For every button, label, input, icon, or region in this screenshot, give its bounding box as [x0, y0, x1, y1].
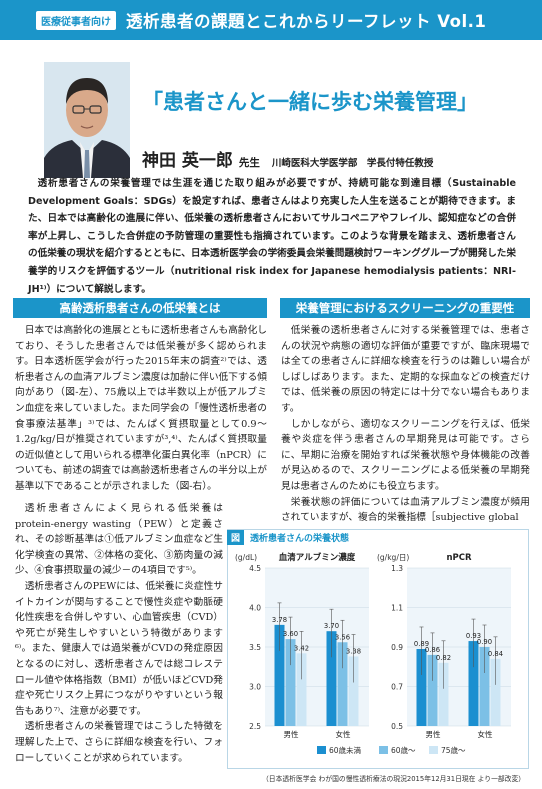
- bar: [326, 631, 337, 726]
- left-paragraph-2: 透析患者さんによく見られる低栄養はprotein-energy wasting（…: [15, 503, 223, 577]
- right-column: 低栄養の透析患者さんに対する栄養管理では、患者さんの状況や病態の適切な評価が重要…: [281, 323, 530, 526]
- bar: [416, 648, 427, 726]
- y-tick-label: 4.5: [249, 564, 261, 573]
- x-tick-label: 男性: [426, 729, 441, 739]
- y-tick-label: 0.5: [391, 722, 403, 731]
- data-label: 0.93: [466, 632, 481, 640]
- legend-swatch: [317, 746, 326, 754]
- headline: 「患者さんと一緒に歩む栄養管理」: [142, 90, 478, 114]
- bar: [438, 662, 449, 726]
- right-paragraph-2: しかしながら、適切なスクリーニングを行えば、低栄養や炎症を伴う患者さんの早期発見…: [281, 418, 530, 492]
- data-label: 3.70: [324, 622, 339, 630]
- audience-tag: 医療従事者向け: [36, 10, 116, 30]
- author-affiliation: 川崎医科大学医学部 学長付特任教授: [271, 158, 434, 169]
- x-tick-label: 女性: [478, 729, 493, 739]
- bar: [296, 653, 307, 726]
- bar: [468, 641, 479, 726]
- x-tick-label: 男性: [284, 729, 299, 739]
- bar: [427, 654, 438, 726]
- y-tick-label: 2.5: [249, 722, 261, 731]
- left-column-bottom: 透析患者さんによく見られる低栄養はprotein-energy wasting（…: [15, 501, 223, 766]
- left-paragraph-1: 日本では高齢化の進展とともに透析患者さんも高齢化しており、そうした患者さんでは低…: [15, 325, 267, 492]
- data-label: 3.60: [283, 630, 298, 638]
- bar: [490, 658, 501, 726]
- y-axis-label: (g/dL): [235, 553, 257, 562]
- data-label: 3.56: [335, 633, 350, 641]
- right-paragraph-1: 低栄養の透析患者さんに対する栄養管理では、患者さんの状況や病態の適切な評価が重要…: [281, 325, 530, 414]
- legend-label: 75歳〜: [441, 745, 466, 755]
- figure-tag: 図: [227, 529, 245, 545]
- data-label: 0.82: [436, 654, 451, 662]
- figure-title: 透析患者さんの栄養状態: [250, 533, 350, 544]
- right-paragraph-3: 栄養状態の評価については血清アルブミン濃度が頻用されていますが、複合的栄養指標［…: [281, 496, 530, 524]
- legend-label: 60歳未満: [329, 745, 362, 755]
- bar: [285, 639, 296, 726]
- chart-title: nPCR: [446, 553, 472, 563]
- left-column-top: 日本では高齢化の進展とともに透析患者さんも高齢化しており、そうした患者さんでは低…: [15, 323, 267, 495]
- data-label: 0.90: [477, 638, 492, 646]
- bar: [274, 624, 285, 726]
- leaflet-title: 透析患者の課題とこれからリーフレット Vol.1: [126, 12, 487, 31]
- data-label: 0.86: [425, 646, 440, 654]
- intro-text: 透析患者さんの栄養管理では生涯を通じた取り組みが必要ですが、持続可能な到達目標（…: [28, 178, 516, 295]
- data-label: 3.38: [346, 647, 361, 655]
- y-tick-label: 3.0: [249, 683, 261, 692]
- figure-source: （日本透析医学会 わが国の慢性透析療法の現況2015年12月31日現在 より一部…: [262, 775, 526, 783]
- author-honorific: 先生: [238, 157, 260, 169]
- nutrition-charts: 2.5 3.0 3.5 4.0 4.5 (g/dL) 血清アルブミン濃度 3.78 3.60 3.…: [235, 552, 511, 755]
- y-tick-label: 1.1: [391, 604, 403, 613]
- y-tick-label: 3.5: [249, 643, 261, 652]
- bar: [348, 656, 359, 726]
- legend-swatch: [379, 746, 388, 754]
- section-heading-right: 栄養管理におけるスクリーニングの重要性: [280, 298, 530, 318]
- chart-title: 血清アルブミン濃度: [279, 552, 356, 563]
- header-bar: 医療従事者向け 透析患者の課題とこれからリーフレット Vol.1: [0, 0, 542, 40]
- legend-label: 60歳〜: [391, 745, 416, 755]
- data-label: 3.42: [294, 644, 309, 652]
- left-paragraph-4: 透析患者さんの栄養管理ではこうした特徴を理解した上で、さらに詳細な検査を行い、フ…: [15, 721, 223, 764]
- y-tick-label: 1.3: [391, 564, 403, 573]
- section-heading-left: 高齢透析患者さんの低栄養とは: [13, 298, 267, 318]
- byline: 神田 英一郎 先生 川崎医科大学医学部 学長付特任教授: [142, 146, 433, 171]
- y-tick-label: 0.9: [391, 643, 403, 652]
- y-tick-label: 4.0: [249, 604, 261, 613]
- bar: [337, 642, 348, 726]
- author-photo: [44, 62, 130, 178]
- data-label: 0.89: [414, 640, 429, 648]
- figure-header: 図 透析患者さんの栄養状態: [227, 529, 349, 545]
- legend-swatch: [429, 746, 438, 754]
- x-tick-label: 女性: [336, 729, 351, 739]
- left-paragraph-3: 透析患者さんのPEWには、低栄養に炎症性サイトカインが関与することで慢性炎症や動…: [15, 580, 223, 717]
- data-label: 3.78: [272, 616, 287, 624]
- author-name: 神田 英一郎: [142, 151, 233, 171]
- bar: [479, 647, 490, 726]
- y-axis-label: (g/kg/日): [377, 553, 409, 562]
- y-tick-label: 0.7: [391, 683, 403, 692]
- data-label: 0.84: [488, 650, 503, 658]
